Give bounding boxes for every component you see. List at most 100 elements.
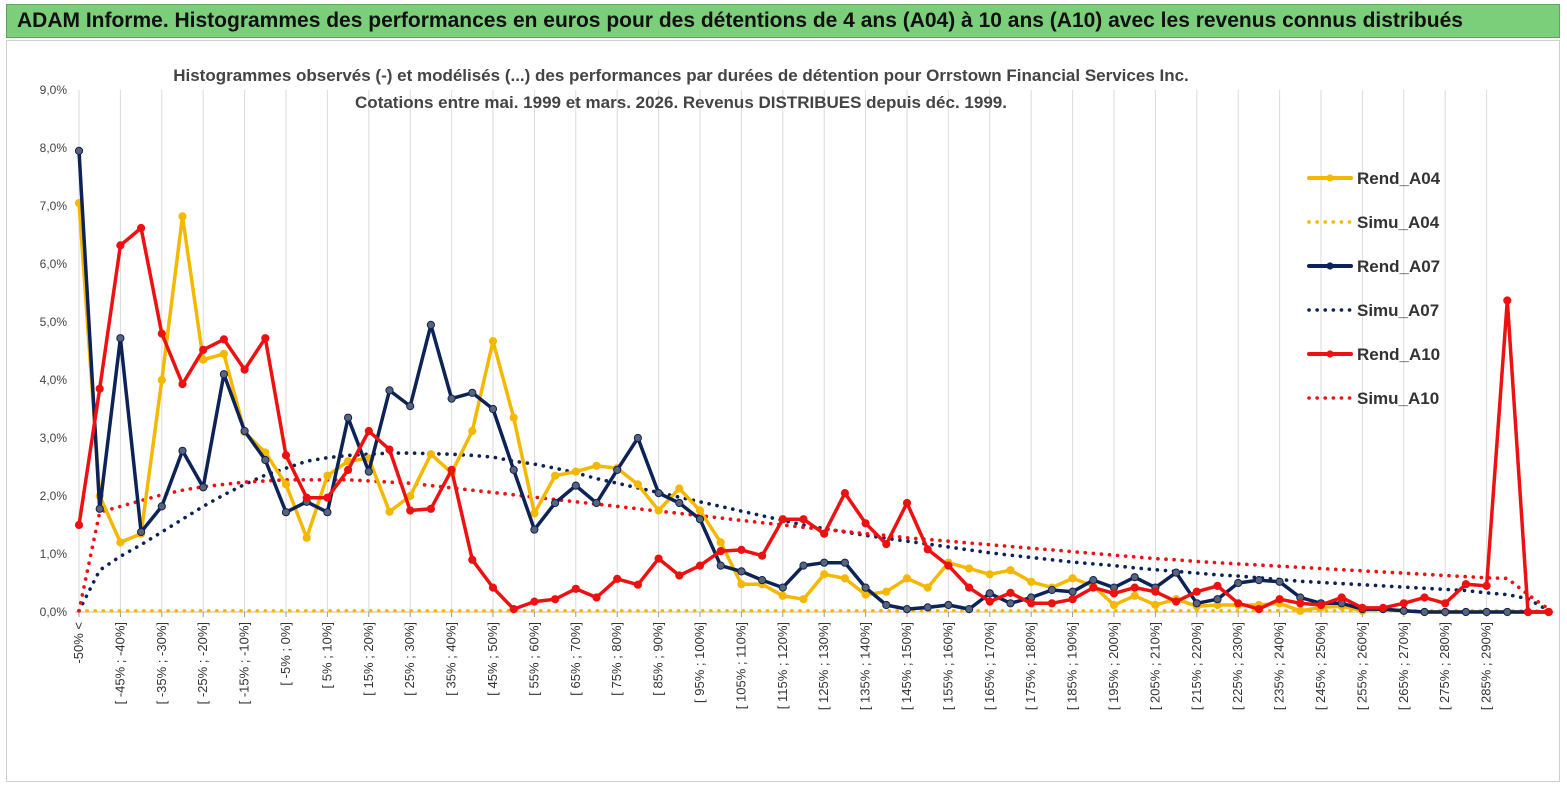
data-point-rend-a07 [385, 386, 394, 395]
data-point-rend-a10 [385, 445, 394, 454]
data-point-rend-a04 [675, 484, 684, 493]
data-point-rend-a10 [95, 384, 104, 393]
x-tick-label: [ 75% ; 80%] [609, 622, 624, 696]
x-tick-label: [ 275% ; 280%] [1437, 622, 1452, 710]
data-point-rend-a04 [737, 580, 746, 589]
data-point-rend-a10 [633, 580, 643, 589]
data-point-rend-a07 [613, 465, 622, 474]
x-tick-label: [ 45% ; 50%] [485, 622, 500, 696]
data-point-rend-a10 [1503, 296, 1512, 305]
data-point-rend-a04 [882, 587, 891, 596]
data-point-rend-a10 [1192, 587, 1201, 596]
data-point-rend-a07 [1130, 573, 1139, 582]
y-tick-label: 3,0% [40, 431, 68, 445]
data-point-rend-a04 [1130, 591, 1139, 600]
data-point-rend-a04 [716, 538, 725, 547]
data-point-rend-a10 [840, 489, 850, 498]
data-point-rend-a07 [406, 402, 415, 411]
y-tick-label: 8,0% [40, 141, 68, 155]
data-point-rend-a07 [447, 394, 456, 403]
data-point-rend-a10 [116, 241, 125, 250]
x-tick-label: [ 65% ; 70%] [568, 622, 583, 696]
data-point-rend-a10 [344, 465, 353, 474]
data-point-rend-a04 [488, 337, 498, 346]
data-point-rend-a07 [178, 446, 187, 455]
data-point-rend-a10 [1109, 589, 1119, 598]
chart-frame: 0,0% 1,0% 2,0% 3,0% 4,0% 5,0% 6,0% 7,0% 8,0% 9,0%… [6, 40, 1560, 782]
data-point-rend-a04 [281, 480, 291, 489]
data-point-rend-a07 [675, 498, 684, 508]
chart-title: Histogrammes observés (-) et modélisés (… [173, 66, 1189, 85]
data-point-rend-a10 [261, 334, 270, 343]
x-tick-label: [ 35% ; 40%] [444, 622, 459, 696]
data-point-rend-a10 [675, 571, 684, 580]
x-tick-label: [ 125% ; 130%] [816, 622, 831, 710]
x-tick-label: [ 55% ; 60%] [526, 622, 541, 696]
data-point-rend-a10 [1420, 593, 1429, 602]
data-point-rend-a07 [74, 146, 84, 156]
x-tick-label: [ 165% ; 170%] [982, 622, 997, 710]
y-tick-label: 1,0% [40, 547, 68, 561]
data-point-rend-a07 [137, 527, 146, 537]
x-tick-label: [ 205% ; 210%] [1147, 622, 1162, 710]
data-point-rend-a10 [1047, 599, 1057, 608]
data-point-rend-a10 [799, 515, 808, 524]
data-point-rend-a07 [1441, 607, 1450, 617]
series-lines [74, 146, 1553, 617]
data-point-rend-a10 [820, 529, 829, 538]
legend: Rend_A04 Simu_A04 Rend_A07 Simu_A07 Rend_A10… [1307, 169, 1441, 408]
x-tick-label: [ 255% ; 260%] [1354, 622, 1369, 710]
x-tick-label: [ 155% ; 160%] [940, 622, 955, 710]
data-point-rend-a10 [488, 583, 498, 592]
x-tick-label: [ 265% ; 270%] [1396, 622, 1411, 710]
data-point-rend-a07 [820, 558, 829, 567]
data-point-rend-a07 [530, 525, 539, 534]
x-tick-label: [ 85% ; 90%] [651, 622, 666, 696]
data-point-rend-a04 [695, 506, 705, 515]
data-point-rend-a10 [571, 584, 580, 593]
x-tick-label: [ 115% ; 120%] [775, 622, 790, 709]
data-point-rend-a04 [116, 538, 125, 547]
data-point-rend-a10 [654, 554, 663, 563]
data-point-rend-a07 [323, 508, 332, 517]
data-point-rend-a10 [902, 498, 912, 508]
data-point-rend-a07 [965, 605, 974, 614]
data-point-rend-a10 [1254, 605, 1264, 614]
data-point-rend-a10 [240, 365, 249, 374]
data-point-rend-a07 [1420, 607, 1429, 617]
data-point-rend-a10 [613, 574, 622, 584]
data-point-rend-a04 [1296, 606, 1305, 615]
data-point-rend-a04 [902, 574, 912, 583]
legend-label-simu-a04: Simu_A04 [1357, 213, 1440, 232]
data-point-rend-a07 [1006, 599, 1015, 608]
data-point-rend-a04 [965, 564, 974, 573]
data-point-rend-a10 [985, 597, 994, 606]
y-tick-label: 5,0% [40, 315, 68, 329]
data-point-rend-a04 [778, 591, 787, 600]
data-point-rend-a07 [281, 508, 291, 517]
data-point-rend-a10 [1068, 595, 1077, 604]
data-point-rend-a10 [1089, 583, 1098, 592]
data-point-rend-a10 [281, 451, 291, 460]
performance-histogram-chart: 0,0% 1,0% 2,0% 3,0% 4,0% 5,0% 6,0% 7,0% 8,0% 9,0%… [40, 66, 1555, 710]
x-tick-label: [ 195% ; 200%] [1106, 622, 1121, 710]
data-point-rend-a04 [385, 507, 394, 516]
data-point-rend-a07 [592, 498, 601, 508]
legend-label-simu-a10: Simu_A10 [1357, 389, 1439, 408]
data-point-rend-a07 [551, 498, 560, 508]
data-point-rend-a07 [861, 583, 870, 592]
data-point-rend-a10 [157, 329, 166, 338]
x-tick-label: [ 185% ; 190%] [1065, 622, 1080, 710]
data-point-rend-a10 [1544, 607, 1553, 617]
data-point-rend-a07 [944, 600, 953, 610]
data-point-rend-a04 [426, 450, 435, 459]
data-point-rend-a07 [571, 481, 580, 490]
legend-label-rend-a04: Rend_A04 [1357, 169, 1441, 188]
data-point-rend-a10 [530, 597, 539, 606]
x-tick-label: [ 15% ; 20%] [361, 622, 376, 696]
series-line-rend-a10 [77, 226, 1551, 614]
data-point-rend-a10 [1482, 581, 1491, 591]
data-point-rend-a07 [1068, 587, 1077, 596]
x-tick-label: [ -45% ; -40%] [112, 622, 127, 704]
data-point-rend-a07 [923, 603, 932, 612]
